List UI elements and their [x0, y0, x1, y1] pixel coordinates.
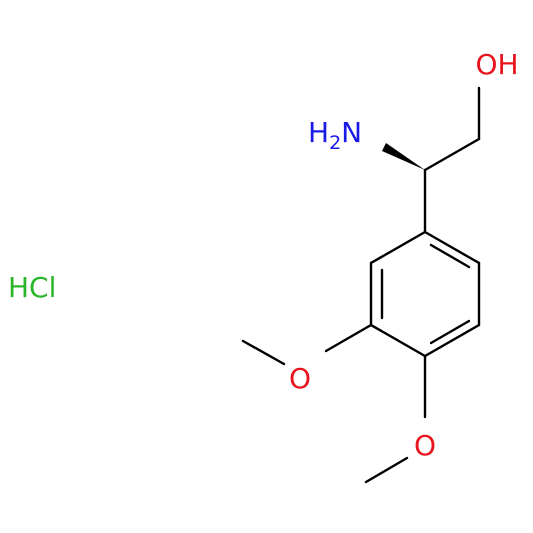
atom-part: N [341, 116, 362, 149]
benzene-ring [369, 230, 481, 358]
atom-part: H [308, 116, 329, 149]
bond [423, 137, 481, 172]
wedge-bond [382, 143, 425, 170]
salt-label: HCl [8, 271, 56, 304]
bonds [241, 86, 481, 484]
atom-label: O [414, 429, 436, 462]
atom-subscript: 2 [329, 132, 341, 154]
double-bond [429, 243, 471, 269]
atom-label: OH [475, 48, 518, 81]
bond [241, 339, 286, 366]
atom-label: H2N [308, 116, 362, 154]
bond [324, 323, 373, 353]
atom-label: O [289, 362, 311, 395]
bond [364, 456, 409, 484]
double-bond [429, 319, 471, 345]
